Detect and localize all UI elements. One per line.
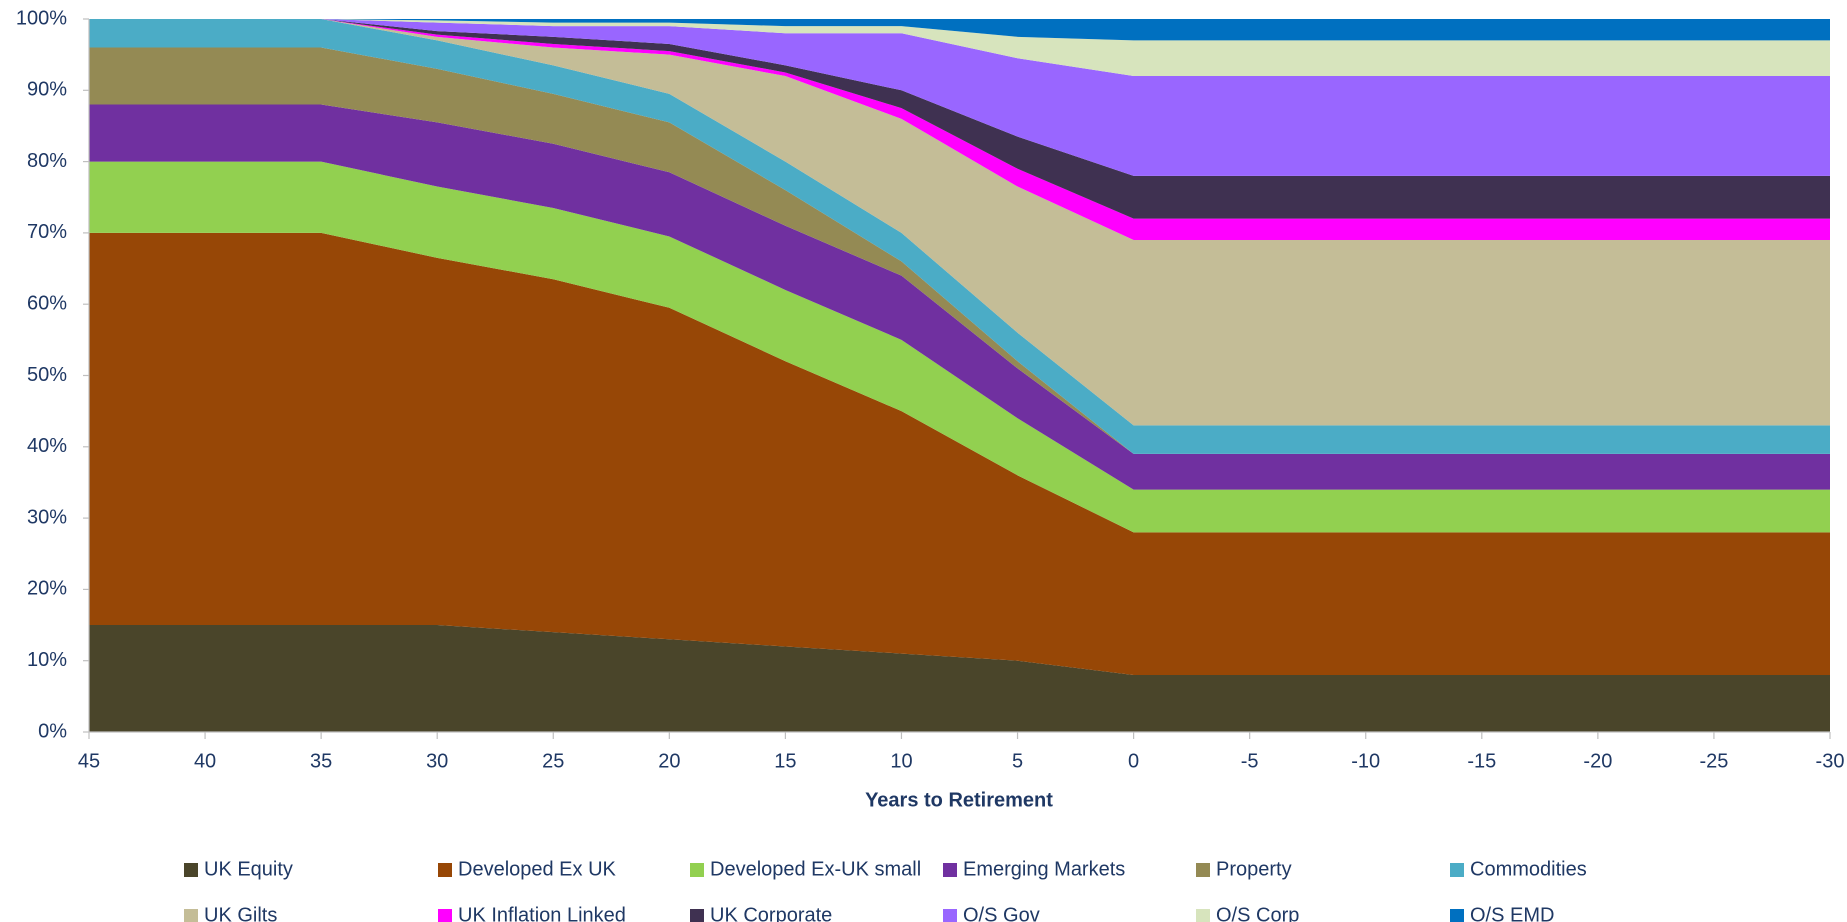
area bbox=[89, 232, 1830, 675]
x-tick-label: -15 bbox=[1467, 750, 1496, 772]
legend-label: UK Inflation Linked bbox=[458, 904, 626, 922]
legend-label: Developed Ex-UK small bbox=[710, 858, 921, 880]
legend-swatch bbox=[943, 863, 957, 877]
y-tick-label: 60% bbox=[27, 292, 67, 314]
x-tick-label: -5 bbox=[1241, 750, 1259, 772]
area bbox=[89, 19, 1830, 77]
legend-label: O/S EMD bbox=[1470, 904, 1554, 922]
x-tick-label: 40 bbox=[194, 750, 216, 772]
y-tick-label: 30% bbox=[27, 506, 67, 528]
x-tick-label: 0 bbox=[1128, 750, 1139, 772]
legend-swatch bbox=[943, 909, 957, 922]
legend-label: O/S Corp bbox=[1216, 904, 1299, 922]
area bbox=[89, 19, 1830, 176]
area bbox=[89, 161, 1830, 533]
y-tick-label: 50% bbox=[27, 364, 67, 386]
area bbox=[89, 19, 1830, 41]
legend-swatch bbox=[184, 909, 198, 922]
legend-swatch bbox=[1450, 909, 1464, 922]
x-tick-label: 25 bbox=[542, 750, 564, 772]
x-tick-label: -30 bbox=[1816, 750, 1845, 772]
x-tick-label: 30 bbox=[426, 750, 448, 772]
legend-label: UK Equity bbox=[204, 858, 293, 880]
area bbox=[89, 625, 1830, 732]
legend-swatch bbox=[438, 863, 452, 877]
legend-label: Emerging Markets bbox=[963, 858, 1125, 880]
x-tick-label: 10 bbox=[890, 750, 912, 772]
area bbox=[89, 104, 1830, 490]
y-tick-label: 20% bbox=[27, 578, 67, 600]
legend-label: UK Gilts bbox=[204, 904, 277, 922]
legend-swatch bbox=[184, 863, 198, 877]
y-tick-label: 40% bbox=[27, 435, 67, 457]
legend-label: O/S Gov bbox=[963, 904, 1040, 922]
legend-swatch bbox=[1196, 863, 1210, 877]
y-tick-label: 70% bbox=[27, 221, 67, 243]
area bbox=[89, 19, 1830, 426]
legend-label: Developed Ex UK bbox=[458, 858, 617, 880]
x-tick-label: 20 bbox=[658, 750, 680, 772]
area bbox=[89, 47, 1830, 454]
y-tick-label: 0% bbox=[38, 720, 67, 742]
x-tick-label: -25 bbox=[1699, 750, 1728, 772]
x-tick-label: 15 bbox=[774, 750, 796, 772]
y-tick-label: 100% bbox=[16, 7, 67, 29]
y-tick-label: 90% bbox=[27, 79, 67, 101]
legend-label: Property bbox=[1216, 858, 1292, 880]
legend-swatch bbox=[690, 909, 704, 922]
x-tick-label: -20 bbox=[1583, 750, 1612, 772]
x-tick-label: 35 bbox=[310, 750, 332, 772]
legend-swatch bbox=[1450, 863, 1464, 877]
x-tick-label: 45 bbox=[78, 750, 100, 772]
x-tick-label: -10 bbox=[1351, 750, 1380, 772]
legend-swatch bbox=[690, 863, 704, 877]
legend-label: Commodities bbox=[1470, 858, 1587, 880]
x-axis-title: Years to Retirement bbox=[865, 789, 1053, 811]
y-tick-label: 10% bbox=[27, 649, 67, 671]
area bbox=[89, 19, 1830, 219]
legend-label: UK Corporate bbox=[710, 904, 832, 922]
x-tick-label: 5 bbox=[1012, 750, 1023, 772]
y-tick-label: 80% bbox=[27, 150, 67, 172]
legend-swatch bbox=[1196, 909, 1210, 922]
legend-swatch bbox=[438, 909, 452, 922]
